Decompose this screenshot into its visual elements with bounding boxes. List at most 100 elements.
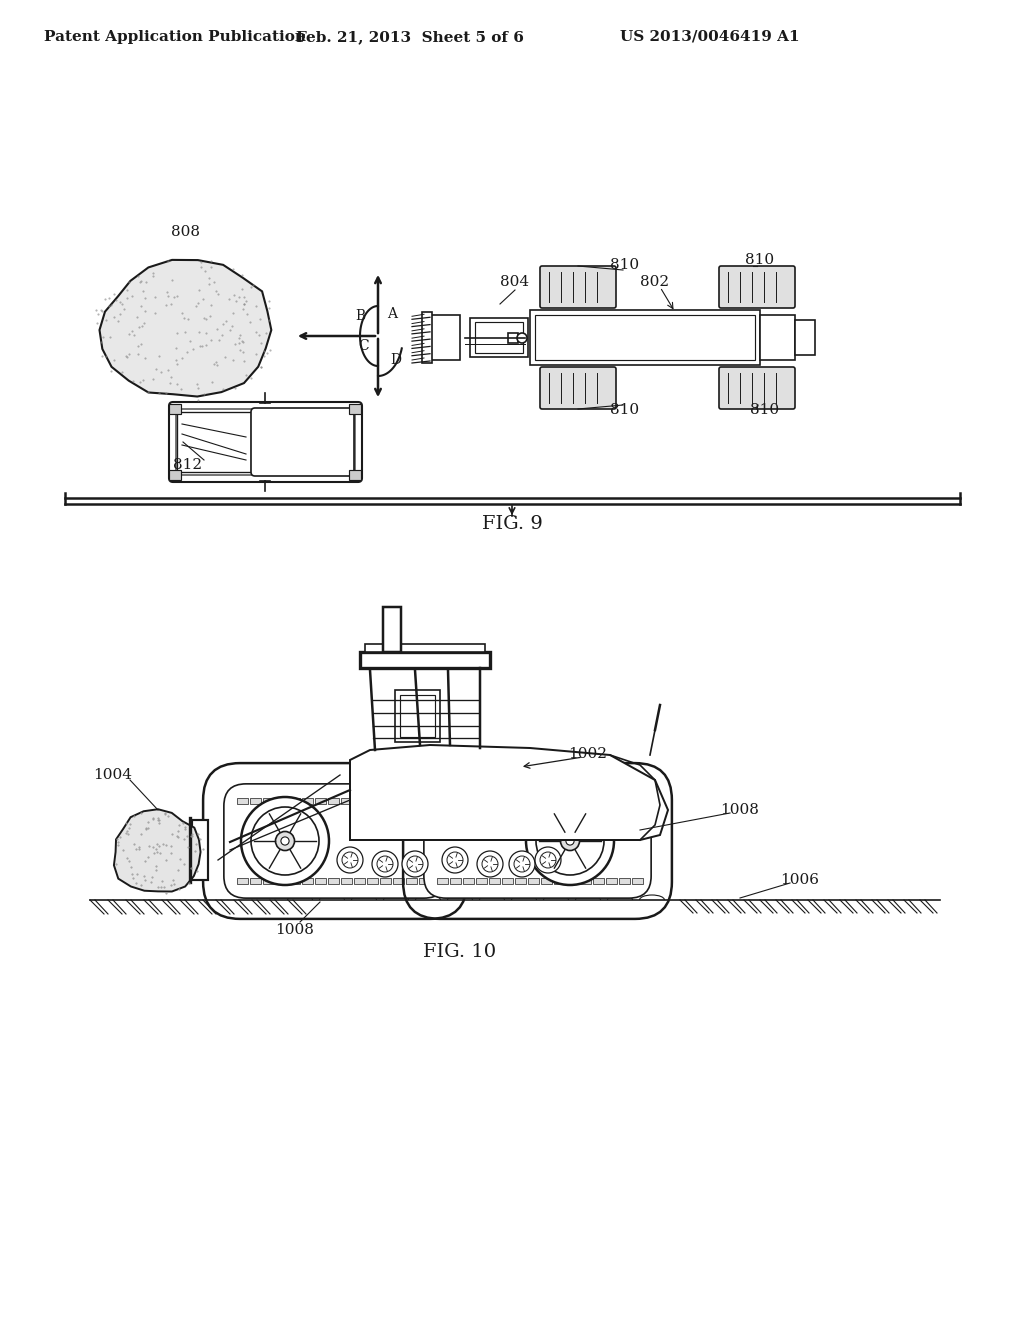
Bar <box>419 878 430 884</box>
Text: 1008: 1008 <box>275 923 314 937</box>
Circle shape <box>442 847 468 873</box>
Text: 804: 804 <box>501 275 529 289</box>
Bar <box>489 799 500 804</box>
Bar <box>315 878 326 884</box>
Bar <box>432 878 443 884</box>
Bar <box>567 878 578 884</box>
Bar <box>593 799 604 804</box>
Text: Feb. 21, 2013  Sheet 5 of 6: Feb. 21, 2013 Sheet 5 of 6 <box>296 30 524 44</box>
Bar <box>502 878 513 884</box>
Bar <box>530 310 760 366</box>
Bar <box>406 799 417 804</box>
Bar <box>508 333 518 343</box>
Bar <box>541 878 552 884</box>
Bar <box>567 799 578 804</box>
Bar <box>554 799 565 804</box>
Bar <box>541 799 552 804</box>
Bar <box>393 878 404 884</box>
Bar <box>554 878 565 884</box>
Text: 810: 810 <box>610 257 640 272</box>
Bar <box>289 799 300 804</box>
Bar <box>406 878 417 884</box>
Text: Patent Application Publication: Patent Application Publication <box>44 30 306 44</box>
Circle shape <box>477 851 503 876</box>
Bar <box>380 799 391 804</box>
FancyBboxPatch shape <box>251 408 354 477</box>
Bar <box>400 696 435 737</box>
Bar <box>237 799 248 804</box>
FancyBboxPatch shape <box>176 409 355 475</box>
Bar <box>328 799 339 804</box>
Circle shape <box>275 832 295 850</box>
Bar <box>250 799 261 804</box>
FancyBboxPatch shape <box>224 784 446 898</box>
FancyBboxPatch shape <box>540 267 616 308</box>
Text: 810: 810 <box>610 403 640 417</box>
Bar <box>177 412 251 473</box>
Bar <box>383 607 401 652</box>
Bar <box>528 799 539 804</box>
Bar <box>302 799 313 804</box>
Bar <box>476 878 487 884</box>
Bar <box>437 799 449 804</box>
Polygon shape <box>99 260 271 396</box>
Bar <box>302 878 313 884</box>
Bar <box>367 799 378 804</box>
Text: 812: 812 <box>173 458 203 473</box>
Bar <box>250 878 261 884</box>
Bar <box>360 652 490 668</box>
Bar <box>315 799 326 804</box>
Bar <box>354 878 365 884</box>
Circle shape <box>526 797 614 884</box>
Bar <box>593 878 604 884</box>
Circle shape <box>407 855 423 873</box>
Circle shape <box>402 851 428 876</box>
Polygon shape <box>350 744 668 840</box>
Circle shape <box>560 832 580 850</box>
Bar <box>437 878 449 884</box>
Circle shape <box>377 855 393 873</box>
FancyBboxPatch shape <box>424 784 651 898</box>
Polygon shape <box>114 809 201 891</box>
Circle shape <box>509 851 535 876</box>
FancyBboxPatch shape <box>719 367 795 409</box>
Circle shape <box>536 807 604 875</box>
Text: 808: 808 <box>171 224 200 239</box>
Circle shape <box>342 851 358 869</box>
Text: B: B <box>355 309 366 323</box>
Bar <box>470 318 528 356</box>
Bar <box>618 799 630 804</box>
Text: C: C <box>358 339 370 352</box>
Circle shape <box>482 855 498 873</box>
Bar <box>632 878 643 884</box>
Bar <box>393 799 404 804</box>
FancyBboxPatch shape <box>719 267 795 308</box>
Bar <box>276 799 287 804</box>
Bar <box>341 878 352 884</box>
Circle shape <box>447 851 463 869</box>
Bar <box>365 644 485 652</box>
Circle shape <box>337 847 362 873</box>
Bar <box>263 878 274 884</box>
Bar <box>169 470 181 480</box>
Bar <box>169 404 181 414</box>
Bar <box>289 878 300 884</box>
Bar <box>328 878 339 884</box>
Bar <box>430 315 460 360</box>
Text: A: A <box>387 308 397 321</box>
Bar <box>349 404 361 414</box>
Bar <box>795 319 815 355</box>
Text: 1002: 1002 <box>568 747 607 762</box>
FancyBboxPatch shape <box>540 367 616 409</box>
Bar <box>432 799 443 804</box>
Text: D: D <box>390 352 401 367</box>
Text: US 2013/0046419 A1: US 2013/0046419 A1 <box>621 30 800 44</box>
Bar <box>419 799 430 804</box>
Bar <box>395 690 440 742</box>
Bar <box>463 799 474 804</box>
Bar <box>632 799 643 804</box>
Text: 1004: 1004 <box>93 768 132 781</box>
Circle shape <box>281 837 289 845</box>
Circle shape <box>251 807 319 875</box>
Bar <box>489 878 500 884</box>
